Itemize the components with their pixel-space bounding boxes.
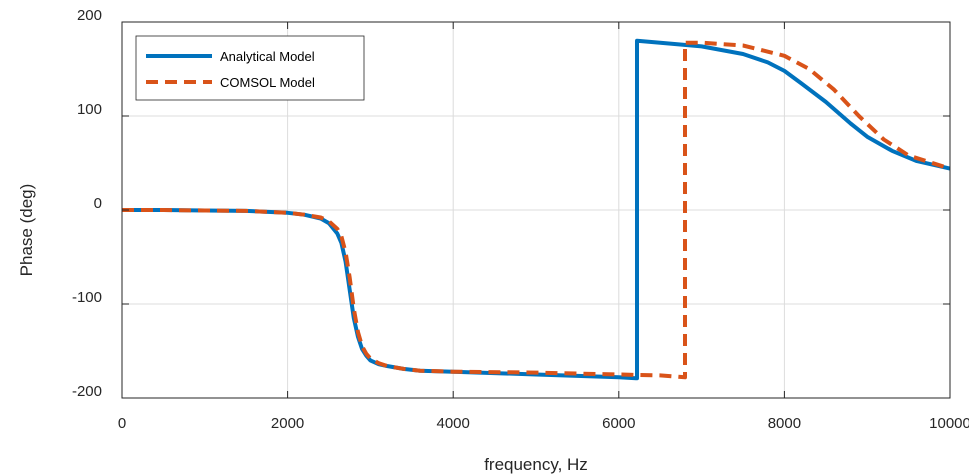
x-axis-label: frequency, Hz: [484, 455, 588, 474]
legend: Analytical Model COMSOL Model: [135, 35, 365, 101]
legend-label-comsol: COMSOL Model: [220, 75, 315, 90]
x-axis-ticks: 0 2000 4000 6000 8000 10000: [118, 22, 969, 432]
x-tick-label: 6000: [602, 415, 635, 432]
x-tick-label: 8000: [768, 415, 801, 432]
x-tick-label: 2000: [271, 415, 304, 432]
x-tick-label: 0: [118, 415, 126, 432]
x-tick-label: 10000: [929, 415, 969, 432]
y-tick-label: 200: [77, 7, 102, 24]
legend-box: [135, 35, 365, 101]
y-tick-label: 100: [77, 101, 102, 118]
legend-label-analytical: Analytical Model: [220, 49, 315, 64]
x-tick-label: 4000: [437, 415, 470, 432]
series-line-comsol: [122, 40, 951, 380]
y-axis-label: Phase (deg): [17, 184, 36, 277]
y-tick-label: -200: [72, 383, 102, 400]
y-axis-ticks: -200 -100 0 100 200: [72, 7, 950, 400]
y-tick-label: -100: [72, 289, 102, 306]
series-layer: [122, 38, 951, 381]
y-tick-label: 0: [94, 195, 102, 212]
